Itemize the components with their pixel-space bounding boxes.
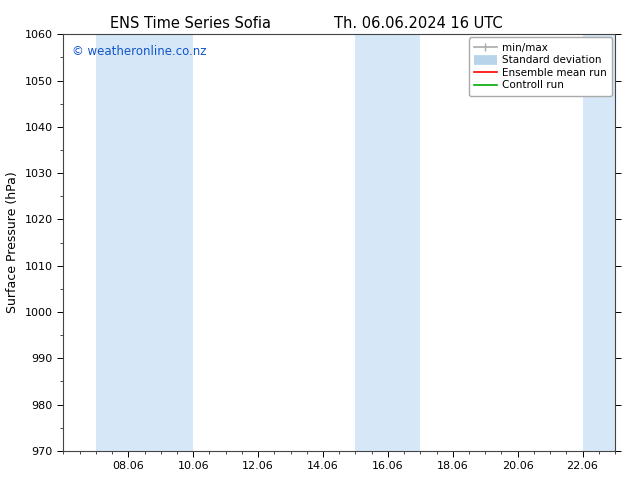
Y-axis label: Surface Pressure (hPa): Surface Pressure (hPa) [6,172,19,314]
Bar [96,34,193,451]
Text: ENS Time Series Sofia: ENS Time Series Sofia [110,16,271,31]
Bar [356,34,420,451]
Bar [583,34,615,451]
Text: © weatheronline.co.nz: © weatheronline.co.nz [72,45,206,58]
Text: Th. 06.06.2024 16 UTC: Th. 06.06.2024 16 UTC [334,16,503,31]
Legend: min/max, Standard deviation, Ensemble mean run, Controll run: min/max, Standard deviation, Ensemble me… [469,37,612,96]
